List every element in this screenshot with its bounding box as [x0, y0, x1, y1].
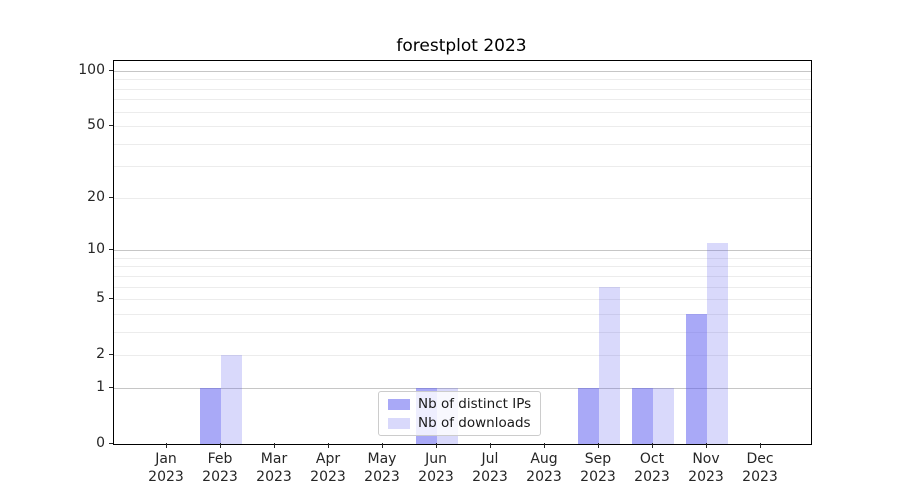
gridline-minor-9: [114, 257, 811, 259]
bar-oct-downloads: [653, 387, 674, 444]
gridline-minor-30: [114, 166, 811, 168]
x-tick-mar: [274, 443, 275, 448]
gridline-minor-60: [114, 111, 811, 113]
y-tick-100: [109, 69, 113, 71]
gridline-minor-3: [114, 331, 811, 333]
y-tick-label-50: 50: [87, 117, 105, 134]
legend-swatch-distinct-ips-icon: [388, 398, 410, 410]
y-tick-10: [109, 249, 113, 251]
x-tick-nov: [706, 443, 707, 448]
x-tick-label-sep: Sep 2023: [580, 451, 616, 485]
x-tick-label-aug: Aug 2023: [526, 451, 562, 485]
gridline-major-10: [114, 250, 811, 252]
y-tick-0: [109, 443, 113, 444]
x-tick-sep: [598, 443, 599, 448]
bar-nov-distinct-ips: [686, 313, 707, 444]
gridline-minor-20: [114, 197, 811, 199]
x-tick-label-feb: Feb 2023: [202, 451, 238, 485]
y-tick-label-1: 1: [96, 378, 105, 395]
x-tick-apr: [328, 443, 329, 448]
y-tick-label-10: 10: [87, 241, 105, 258]
chart-title: forestplot 2023: [396, 36, 527, 56]
gridline-minor-8: [114, 266, 811, 268]
x-tick-dec: [760, 443, 761, 448]
legend-swatch-downloads-icon: [388, 417, 410, 429]
y-tick-2: [109, 354, 113, 356]
bar-oct-distinct-ips: [632, 387, 653, 444]
y-tick-label-20: 20: [87, 188, 105, 205]
bar-feb-downloads: [221, 355, 242, 444]
x-tick-jun: [436, 443, 437, 448]
gridline-minor-70: [114, 99, 811, 101]
x-tick-aug: [544, 443, 545, 448]
x-tick-label-may: May 2023: [364, 451, 400, 485]
x-tick-may: [382, 443, 383, 448]
gridline-minor-80: [114, 88, 811, 90]
gridline-minor-6: [114, 286, 811, 288]
y-tick-label-0: 0: [96, 435, 105, 451]
gridline-minor-40: [114, 143, 811, 145]
gridline-minor-90: [114, 79, 811, 81]
legend-label-downloads: Nb of downloads: [418, 415, 531, 431]
gridline-minor-2: [114, 355, 811, 357]
x-tick-label-apr: Apr 2023: [310, 451, 346, 485]
bar-sep-downloads: [599, 286, 620, 444]
gridline-major-1: [114, 387, 811, 389]
x-tick-label-jan: Jan 2023: [148, 451, 184, 485]
x-tick-jul: [490, 443, 491, 448]
x-tick-label-nov: Nov 2023: [688, 451, 724, 485]
y-tick-1: [109, 386, 113, 388]
y-tick-5: [109, 298, 113, 300]
legend-label-distinct-ips: Nb of distinct IPs: [418, 396, 532, 412]
x-tick-label-mar: Mar 2023: [256, 451, 292, 485]
x-tick-label-dec: Dec 2023: [742, 451, 778, 485]
y-tick-label-2: 2: [96, 346, 105, 363]
y-tick-20: [109, 196, 113, 198]
bar-nov-downloads: [707, 243, 728, 444]
x-tick-feb: [220, 443, 221, 448]
gridline-minor-5: [114, 299, 811, 301]
y-tick-label-100: 100: [78, 61, 105, 78]
y-tick-50: [109, 125, 113, 127]
x-tick-oct: [652, 443, 653, 448]
gridline-minor-7: [114, 275, 811, 277]
bar-feb-distinct-ips: [200, 387, 221, 444]
gridline-minor-50: [114, 126, 811, 128]
x-tick-label-jul: Jul 2023: [472, 451, 508, 485]
x-tick-jan: [166, 443, 167, 448]
x-tick-label-jun: Jun 2023: [418, 451, 454, 485]
legend: Nb of distinct IPs Nb of downloads: [378, 391, 542, 436]
gridline-major-100: [114, 70, 811, 72]
legend-row-downloads: Nb of downloads: [388, 415, 531, 431]
legend-row-distinct-ips: Nb of distinct IPs: [388, 396, 531, 412]
gridline-minor-4: [114, 313, 811, 315]
y-tick-label-5: 5: [96, 290, 105, 307]
x-tick-label-oct: Oct 2023: [634, 451, 670, 485]
bar-sep-distinct-ips: [578, 387, 599, 444]
plot-area: Nb of distinct IPs Nb of downloads: [113, 60, 812, 445]
